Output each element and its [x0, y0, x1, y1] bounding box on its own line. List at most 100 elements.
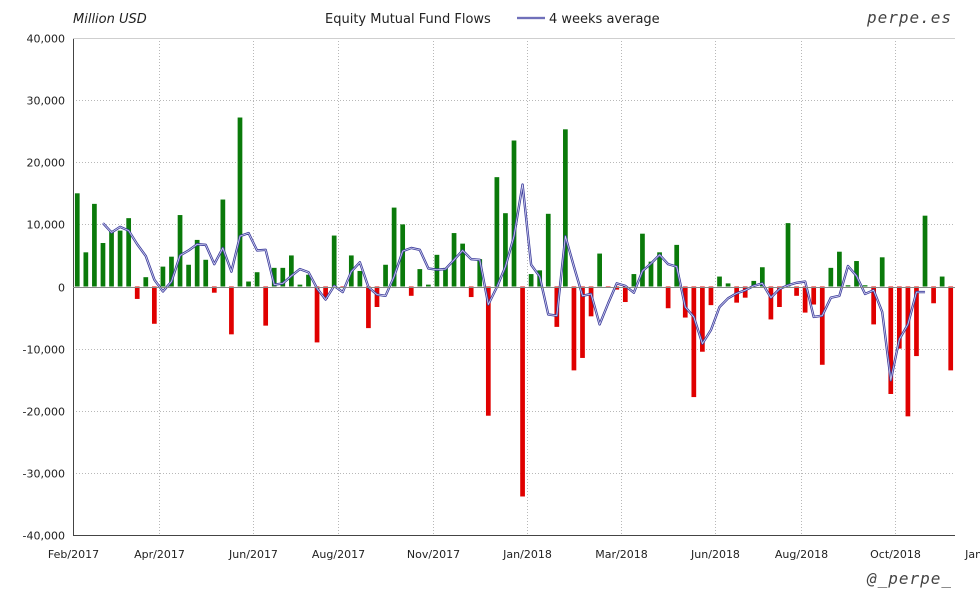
flow-bar — [92, 203, 97, 287]
flow-bar — [143, 277, 149, 287]
flow-bar — [263, 286, 269, 326]
flow-bar — [374, 286, 380, 307]
flow-bar — [100, 243, 106, 287]
flow-bar — [828, 267, 834, 287]
flow-bar — [211, 286, 217, 293]
flow-bar — [888, 286, 894, 394]
average-line-layer — [102, 183, 926, 382]
x-tick-label: Jan/2018 — [502, 548, 552, 561]
flow-bar — [229, 286, 234, 335]
flow-bar — [83, 252, 89, 287]
flow-bar — [323, 286, 328, 299]
flow-bar — [280, 267, 286, 287]
y-unit-label: Million USD — [73, 12, 147, 27]
flow-bar — [297, 284, 303, 287]
brand-bottom: @_perpe_ — [866, 569, 952, 588]
x-tick-label: Oct/2018 — [870, 548, 921, 561]
flow-bar — [254, 272, 260, 287]
flow-bar — [306, 274, 311, 287]
flow-bar — [665, 286, 671, 309]
flow-bar — [417, 269, 423, 287]
flow-bar — [597, 253, 602, 287]
flow-bar — [837, 251, 842, 287]
flow-bar — [246, 281, 251, 287]
flow-bar — [160, 266, 166, 287]
flow-bar — [862, 285, 868, 287]
flow-bar — [708, 286, 714, 306]
flow-bar — [74, 193, 80, 287]
flow-bar — [289, 255, 294, 287]
flow-bar — [468, 286, 474, 298]
flow-bar — [811, 286, 817, 305]
flow-bar — [640, 233, 645, 287]
flow-bar — [571, 286, 577, 371]
flow-bar — [485, 286, 491, 416]
flow-bar — [845, 285, 851, 287]
flow-bar — [768, 286, 774, 320]
flow-bar — [931, 286, 936, 304]
y-tick-label: 10,000 — [27, 219, 66, 232]
x-tick-label: Aug/2017 — [312, 548, 365, 561]
flow-bar — [520, 286, 525, 497]
flow-bar — [383, 264, 388, 287]
flow-bar — [751, 280, 757, 287]
x-tick-label: Nov/2017 — [407, 548, 460, 561]
flow-bar — [614, 286, 620, 290]
x-tick-label: Aug/2018 — [775, 548, 828, 561]
flow-bar — [948, 286, 954, 371]
bars — [74, 117, 954, 497]
flow-bar — [117, 230, 123, 287]
flow-bar — [777, 286, 782, 307]
y-tick-label: -30,000 — [23, 468, 65, 481]
flow-bar — [905, 286, 911, 417]
flow-bar — [622, 286, 628, 303]
flow-bar — [400, 224, 406, 287]
flow-bar — [648, 261, 654, 287]
y-tick-labels: 40,000 30,000 20,000 10,000 0 -10,000 -20,000 -… — [23, 33, 65, 543]
flow-bar — [331, 235, 337, 287]
y-tick-label: 40,000 — [27, 33, 66, 46]
y-tick-label: -20,000 — [23, 406, 65, 419]
flow-bar — [126, 218, 132, 287]
average-line-highlight — [102, 184, 926, 381]
flow-bar — [271, 267, 277, 287]
flow-bar — [717, 276, 722, 287]
chart-title: Equity Mutual Fund Flows — [325, 12, 491, 27]
flow-bar — [914, 286, 919, 357]
flow-bar — [109, 230, 114, 287]
x-tick-label: Jun/2017 — [228, 548, 278, 561]
x-tick-labels: Feb/2017 Apr/2017 Jun/2017 Aug/2017 Nov/2017… — [48, 548, 980, 561]
y-tick-label: 30,000 — [27, 95, 66, 108]
x-tick-label: Jun/2018 — [690, 548, 740, 561]
legend-label: 4 weeks average — [549, 12, 660, 27]
flow-bar — [203, 259, 209, 287]
y-tick-label: -40,000 — [23, 530, 65, 543]
flow-bar — [391, 207, 397, 287]
flow-bar — [151, 286, 157, 324]
flow-bar — [896, 286, 902, 349]
x-tick-label: Feb/2017 — [48, 548, 99, 561]
gridlines — [73, 38, 955, 536]
flow-bar — [528, 274, 534, 287]
flow-bar — [134, 286, 140, 299]
flow-bar — [700, 286, 705, 352]
flow-bar — [366, 286, 371, 329]
flow-bar — [194, 239, 200, 287]
x-tick-label: Apr/2017 — [134, 548, 185, 561]
flow-bar — [494, 177, 500, 287]
flow-bar — [819, 286, 825, 365]
y-tick-label: 0 — [58, 282, 65, 295]
flow-bar — [545, 213, 551, 287]
flow-bar — [854, 261, 859, 287]
flow-bar — [443, 267, 448, 287]
flow-bar — [580, 286, 585, 358]
flow-bar — [922, 215, 928, 287]
flow-bar — [725, 283, 731, 287]
flow-bar — [237, 117, 243, 287]
flow-bar — [657, 252, 662, 287]
x-tick-label: Jan/2019 — [964, 548, 980, 561]
flow-bar — [742, 286, 748, 298]
flow-bar — [503, 213, 508, 287]
flow-bar — [169, 256, 174, 287]
flow-bar — [477, 259, 483, 287]
